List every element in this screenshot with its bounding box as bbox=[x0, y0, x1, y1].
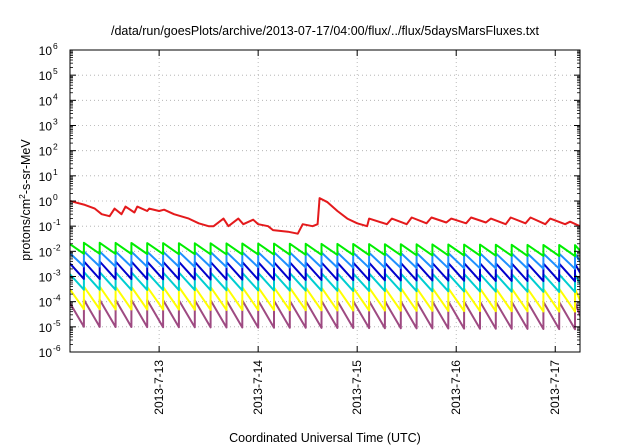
x-tick-label: 2013-7-13 bbox=[152, 360, 166, 415]
x-tick-label: 2013-7-14 bbox=[251, 360, 265, 415]
y-tick-label: 10-4 bbox=[39, 293, 61, 310]
series-group bbox=[70, 197, 580, 331]
x-tick-label: 2013-7-17 bbox=[548, 360, 562, 415]
series-line-5 bbox=[70, 271, 580, 293]
y-tick-label: 10-2 bbox=[39, 242, 61, 259]
series-line-7 bbox=[70, 298, 580, 331]
y-tick-label: 102 bbox=[39, 142, 58, 159]
x-tick-label: 2013-7-16 bbox=[449, 360, 463, 415]
x-tick-labels: 2013-7-13 2013-7-14 2013-7-15 2013-7-16 2013… bbox=[152, 360, 562, 415]
y-axis-label: protons/cm2-s-sr-MeV bbox=[17, 139, 33, 261]
y-tick-label: 10-5 bbox=[39, 318, 61, 335]
y-tick-label: 100 bbox=[39, 192, 58, 209]
x-tick-label: 2013-7-15 bbox=[350, 360, 364, 415]
y-tick-label: 10-1 bbox=[39, 217, 61, 234]
y-tick-label: 101 bbox=[39, 167, 58, 184]
y-tick-labels: 10-6 10-5 10-4 10-3 10-2 10-1 100 101 102 103 104 1… bbox=[39, 41, 61, 360]
series-line-6 bbox=[70, 285, 580, 313]
series-line-3 bbox=[70, 250, 580, 270]
chart-title: /data/run/goesPlots/archive/2013-07-17/0… bbox=[111, 24, 540, 38]
axis-ticks bbox=[70, 49, 580, 353]
y-tick-label: 105 bbox=[39, 66, 58, 83]
y-tick-label: 10-3 bbox=[39, 268, 61, 285]
x-axis-label: Coordinated Universal Time (UTC) bbox=[229, 431, 421, 445]
y-tick-label: 106 bbox=[39, 41, 58, 58]
series-line-1 bbox=[70, 197, 580, 235]
y-tick-label: 103 bbox=[39, 117, 58, 134]
series-line-2 bbox=[70, 241, 580, 258]
y-tick-label: 10-6 bbox=[39, 343, 61, 360]
series-line-4 bbox=[70, 260, 580, 283]
y-tick-label: 104 bbox=[39, 91, 58, 108]
